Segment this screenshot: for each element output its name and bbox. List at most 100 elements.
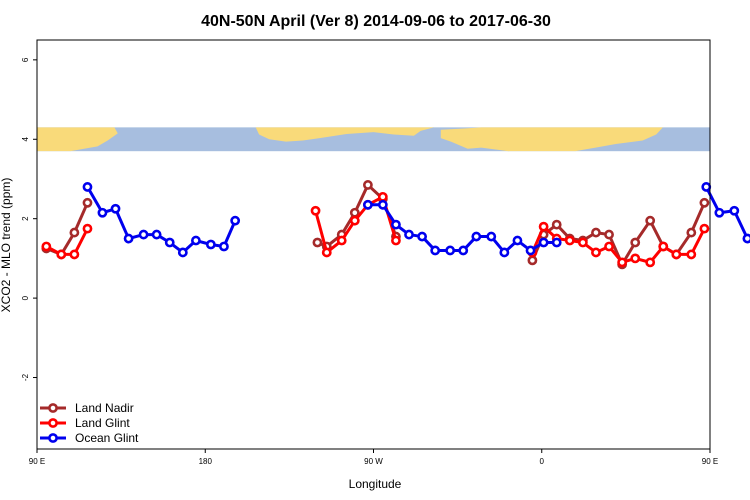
x-axis: 90 E 180 90 W 0 90 E <box>29 449 718 466</box>
data-point-ocean-glint <box>151 229 162 240</box>
legend-label: Land Nadir <box>75 401 134 415</box>
data-point-land-glint <box>577 237 588 248</box>
data-point-land-glint <box>538 221 549 232</box>
data-point-land-glint <box>41 241 52 252</box>
data-point-land-nadir <box>645 215 656 226</box>
data-point-ocean-glint <box>82 182 93 192</box>
data-point-land-glint <box>604 241 614 252</box>
data-point-ocean-glint <box>458 245 469 256</box>
data-point-ocean-glint <box>430 245 441 256</box>
x-tick-label: 90 E <box>702 457 718 466</box>
legend-item-land-nadir: Land Nadir <box>40 401 134 415</box>
data-point-ocean-glint <box>538 237 549 248</box>
data-point-land-glint <box>56 249 67 260</box>
data-point-land-glint <box>686 249 697 260</box>
data-point-ocean-glint <box>701 182 712 192</box>
data-point-ocean-glint <box>230 215 241 226</box>
legend-marker <box>48 418 58 428</box>
x-tick-label: 90 E <box>29 457 45 466</box>
land-shape <box>37 127 118 152</box>
data-point-land-nadir <box>699 197 710 208</box>
data-point-land-glint <box>310 205 321 216</box>
series-ocean-glint <box>82 182 750 258</box>
x-tick-label: 90 W <box>364 457 383 466</box>
data-point-ocean-glint <box>417 231 428 242</box>
data-point-land-glint <box>69 249 80 260</box>
data-point-land-glint <box>564 235 575 246</box>
data-point-land-nadir <box>527 255 538 266</box>
legend-label: Land Glint <box>75 416 130 430</box>
data-point-land-nadir <box>604 229 614 240</box>
data-point-ocean-glint <box>191 235 201 246</box>
data-point-land-glint <box>349 215 360 226</box>
legend-marker <box>48 433 58 443</box>
data-point-land-glint <box>336 235 347 246</box>
data-point-land-glint <box>391 235 401 246</box>
data-point-land-glint <box>82 223 93 234</box>
data-point-ocean-glint <box>110 203 121 214</box>
legend-marker <box>48 403 58 413</box>
data-point-ocean-glint <box>177 247 188 258</box>
y-tick-label: 4 <box>21 136 30 141</box>
data-point-ocean-glint <box>525 245 536 256</box>
data-point-land-nadir <box>551 219 562 230</box>
data-point-ocean-glint <box>499 247 510 258</box>
data-point-ocean-glint <box>471 231 482 242</box>
data-point-land-glint <box>645 257 656 268</box>
x-axis-title: Longitude <box>349 477 402 491</box>
data-point-ocean-glint <box>714 207 725 218</box>
data-point-land-nadir <box>349 207 360 218</box>
land-shape <box>255 127 435 142</box>
y-tick-label: -2 <box>21 373 30 381</box>
data-point-ocean-glint <box>551 237 562 248</box>
chart-title: 40N-50N April (Ver 8) 2014-09-06 to 2017… <box>201 13 551 30</box>
y-axis: -2 0 2 4 6 <box>21 57 37 381</box>
data-point-ocean-glint <box>219 241 229 252</box>
data-point-ocean-glint <box>362 199 373 210</box>
series-land-nadir <box>41 180 710 270</box>
data-point-ocean-glint <box>97 207 108 218</box>
series-line-land-nadir <box>45 202 89 256</box>
data-point-land-nadir <box>312 237 323 248</box>
data-point-ocean-glint <box>205 239 216 250</box>
data-point-land-glint <box>671 249 682 260</box>
data-point-land-nadir <box>630 237 641 248</box>
data-point-land-nadir <box>591 227 601 238</box>
data-point-land-glint <box>699 223 710 234</box>
x-tick-label: 180 <box>199 457 213 466</box>
series-land-glint <box>41 191 710 268</box>
legend-item-ocean-glint: Ocean Glint <box>40 431 139 445</box>
legend-item-land-glint: Land Glint <box>40 416 130 430</box>
data-point-land-glint <box>658 241 669 252</box>
data-point-land-glint <box>630 253 641 264</box>
data-point-ocean-glint <box>486 231 497 242</box>
series-layer <box>41 180 750 270</box>
data-point-ocean-glint <box>512 235 523 246</box>
world-map-band <box>37 127 710 152</box>
data-point-land-nadir <box>362 180 373 190</box>
data-point-land-glint <box>377 191 388 202</box>
data-point-ocean-glint <box>729 205 740 216</box>
data-point-land-glint <box>321 247 332 258</box>
data-point-ocean-glint <box>742 233 750 244</box>
data-point-land-nadir <box>82 197 93 208</box>
data-point-ocean-glint <box>123 233 134 244</box>
y-axis-title: XCO2 - MLO trend (ppm) <box>0 178 13 313</box>
data-point-ocean-glint <box>445 245 456 256</box>
data-point-ocean-glint <box>138 229 149 240</box>
series-line-land-glint <box>45 227 89 256</box>
land-shape <box>440 127 663 152</box>
y-tick-label: 6 <box>21 57 30 62</box>
series-line-ocean-glint <box>704 186 750 241</box>
legend-label: Ocean Glint <box>75 431 139 445</box>
land-shape <box>494 146 522 152</box>
data-point-ocean-glint <box>391 219 401 230</box>
y-tick-label: 2 <box>21 216 30 221</box>
y-tick-label: 0 <box>21 295 30 300</box>
data-point-land-nadir <box>686 227 697 238</box>
data-point-ocean-glint <box>404 229 414 240</box>
data-point-ocean-glint <box>164 237 175 248</box>
data-point-land-nadir <box>69 227 80 238</box>
